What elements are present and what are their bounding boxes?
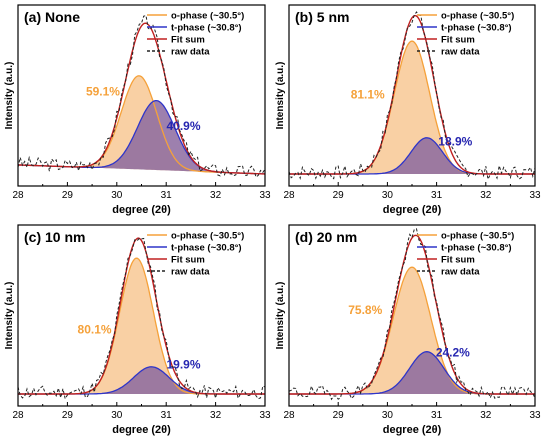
o-phase-area: [18, 258, 265, 394]
fit-sum-line: [289, 14, 535, 175]
legend-entry: raw data: [441, 47, 480, 58]
x-tick-label: 30: [111, 190, 123, 201]
t-phase-area: [289, 351, 535, 394]
legend-entry: t-phase (~30.8°): [441, 243, 512, 254]
legend-entry: t-phase (~30.8°): [171, 243, 242, 254]
x-tick-label: 32: [210, 410, 222, 421]
x-tick-label: 28: [12, 410, 24, 421]
x-axis-label: degree (2θ): [112, 204, 171, 216]
x-tick-label: 30: [111, 410, 123, 421]
phase-fraction-label: 80.1%: [78, 323, 112, 337]
x-tick-label: 33: [259, 410, 271, 421]
x-tick-label: 33: [529, 190, 541, 201]
chart-panel-1: 28 29 30 31 32 33 degree (2θ) Intensity (a.u.) (…: [4, 4, 271, 216]
raw-data-line: [17, 237, 266, 401]
phase-fraction-label: 81.1%: [351, 88, 385, 102]
chart-panel-3: 28 29 30 31 32 33 degree (2θ) Intensity (a.u.) (…: [4, 224, 271, 436]
chart-panel-4: 28 29 30 31 32 33 degree (2θ) Intensity (a.u.) (…: [275, 224, 541, 436]
t-phase-area: [18, 100, 265, 174]
legend-entry: Fit sum: [171, 35, 205, 46]
legend-entry: raw data: [171, 267, 210, 278]
phase-fraction-label: 75.8%: [348, 303, 382, 317]
raw-data-line: [288, 11, 536, 181]
x-tick-label: 29: [62, 190, 74, 201]
raw-data-line: [17, 14, 266, 178]
x-tick-label: 33: [259, 190, 271, 201]
raw-data-line: [288, 228, 536, 401]
legend-entry: t-phase (~30.8°): [171, 23, 242, 34]
x-tick-label: 31: [161, 410, 173, 421]
phase-fraction-label: 19.9%: [166, 357, 200, 371]
t-phase-area: [18, 366, 265, 394]
phase-fraction-label: 40.9%: [166, 119, 200, 133]
x-tick-label: 30: [382, 190, 394, 201]
fit-sum-line: [18, 237, 265, 395]
fit-sum-line: [17, 22, 266, 175]
x-tick-label: 31: [431, 190, 443, 201]
y-axis-label: Intensity (a.u.): [275, 62, 286, 130]
legend-entry: o-phase (~30.5°): [441, 11, 514, 22]
y-axis-label: Intensity (a.u.): [275, 282, 286, 350]
panel-label: (d) 20 nm: [295, 229, 357, 245]
x-tick-label: 29: [333, 190, 345, 201]
x-tick-label: 32: [210, 190, 222, 201]
x-axis-label: degree (2θ): [112, 424, 171, 436]
legend-entry: raw data: [441, 267, 480, 278]
x-tick-label: 29: [62, 410, 74, 421]
legend-entry: o-phase (~30.5°): [441, 231, 514, 242]
o-phase-area: [289, 41, 535, 174]
t-phase-area: [289, 137, 535, 174]
x-tick-label: 28: [12, 190, 24, 201]
legend-entry: raw data: [171, 47, 210, 58]
x-tick-label: 31: [431, 410, 443, 421]
phase-fraction-label: 18.9%: [438, 134, 472, 148]
phase-fraction-label: 59.1%: [86, 84, 120, 98]
x-tick-label: 28: [283, 190, 295, 201]
panel-label: (b) 5 nm: [295, 9, 349, 25]
phase-fraction-label: 24.2%: [436, 345, 470, 359]
x-tick-label: 33: [529, 410, 541, 421]
x-tick-label: 29: [333, 410, 345, 421]
panel-label: (a) None: [24, 9, 80, 25]
x-tick-label: 32: [480, 190, 492, 201]
legend-entry: o-phase (~30.5°): [171, 231, 244, 242]
panel-label: (c) 10 nm: [24, 229, 85, 245]
x-axis-label: degree (2θ): [383, 424, 442, 436]
o-phase-area: [289, 267, 535, 394]
x-tick-label: 28: [283, 410, 295, 421]
legend-entry: Fit sum: [441, 255, 475, 266]
legend-entry: Fit sum: [441, 35, 475, 46]
x-tick-label: 30: [382, 410, 394, 421]
x-axis-label: degree (2θ): [383, 204, 442, 216]
y-axis-label: Intensity (a.u.): [4, 282, 15, 350]
y-axis-label: Intensity (a.u.): [4, 62, 15, 130]
legend-entry: Fit sum: [171, 255, 205, 266]
x-tick-label: 31: [161, 190, 173, 201]
legend-entry: t-phase (~30.8°): [441, 23, 512, 34]
chart-panel-2: 28 29 30 31 32 33 degree (2θ) Intensity (a.u.) (…: [275, 4, 541, 216]
x-tick-label: 32: [480, 410, 492, 421]
legend-entry: o-phase (~30.5°): [171, 11, 244, 22]
